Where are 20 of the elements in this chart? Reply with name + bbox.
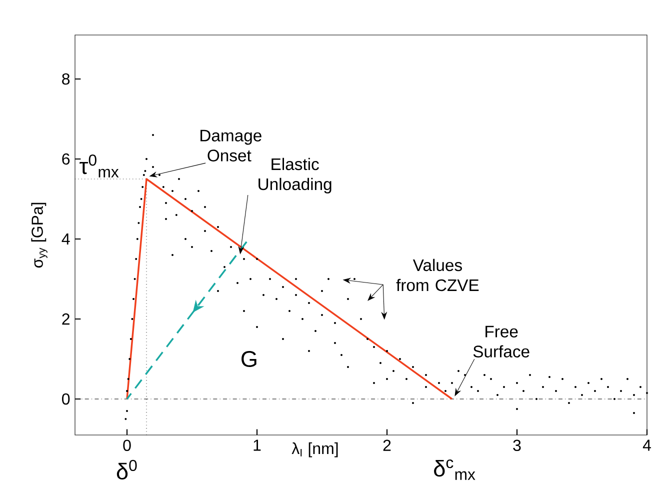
annotation: Values from CZVE xyxy=(396,258,479,292)
x-tick-label: 3 xyxy=(513,440,521,452)
y-tick-label: 8 xyxy=(62,73,70,85)
x-axis-title: λ$_{I}$ [nm] xyxy=(292,442,338,458)
text: δ$^{c}$mx xyxy=(434,459,476,480)
annotation: Free Surface xyxy=(473,326,530,358)
annotation: G xyxy=(242,350,256,368)
x-tick-label: 4 xyxy=(642,440,651,451)
text: δ$^{0}$ xyxy=(116,460,137,480)
y-tick-label: 2 xyxy=(62,313,70,325)
y-tick-label: 6 xyxy=(62,153,70,165)
annotation: Damage Onset xyxy=(200,130,262,162)
x-tick-label: 2 xyxy=(383,440,391,451)
annotation: Elastic Unloading xyxy=(258,158,332,194)
y-tick-label: 0 xyxy=(62,393,70,405)
y-axis-title: σ$_{yy}$ [GPa] xyxy=(31,202,48,268)
ref-line-label: τ$^{0}$mx xyxy=(80,154,119,178)
x-tick-label: 1 xyxy=(254,440,261,451)
y-tick-label: 4 xyxy=(62,233,70,244)
x-tick-label: 0 xyxy=(123,440,131,452)
